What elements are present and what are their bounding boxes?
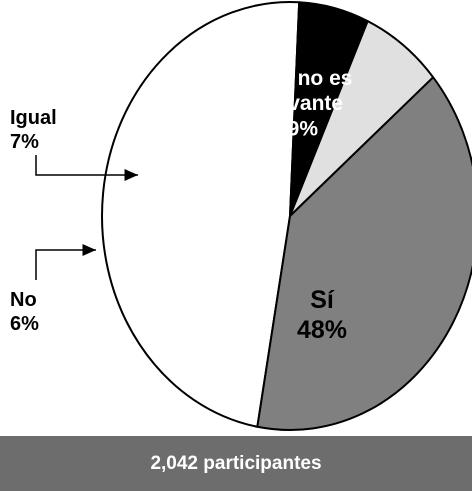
footer-bar: 2,042 participantes: [0, 436, 472, 491]
slice-sexo-no-es-relevante: [256, 76, 472, 431]
label-sexo-no-es-relevante: Sexo no es relevante 39%: [242, 67, 353, 140]
arrow-no: [35, 244, 96, 280]
arrow-igual: [35, 155, 138, 181]
slice-si: [101, 1, 301, 428]
label-igual: Igual 7%: [10, 107, 57, 153]
footer-label: 2,042 participantes: [150, 452, 322, 474]
label-si: Sí 48%: [297, 286, 347, 344]
pie-chart: Sí 48% Sexo no es relevante 39% Igual 7% No 6%: [10, 1, 472, 431]
label-no: No 6%: [10, 289, 39, 335]
